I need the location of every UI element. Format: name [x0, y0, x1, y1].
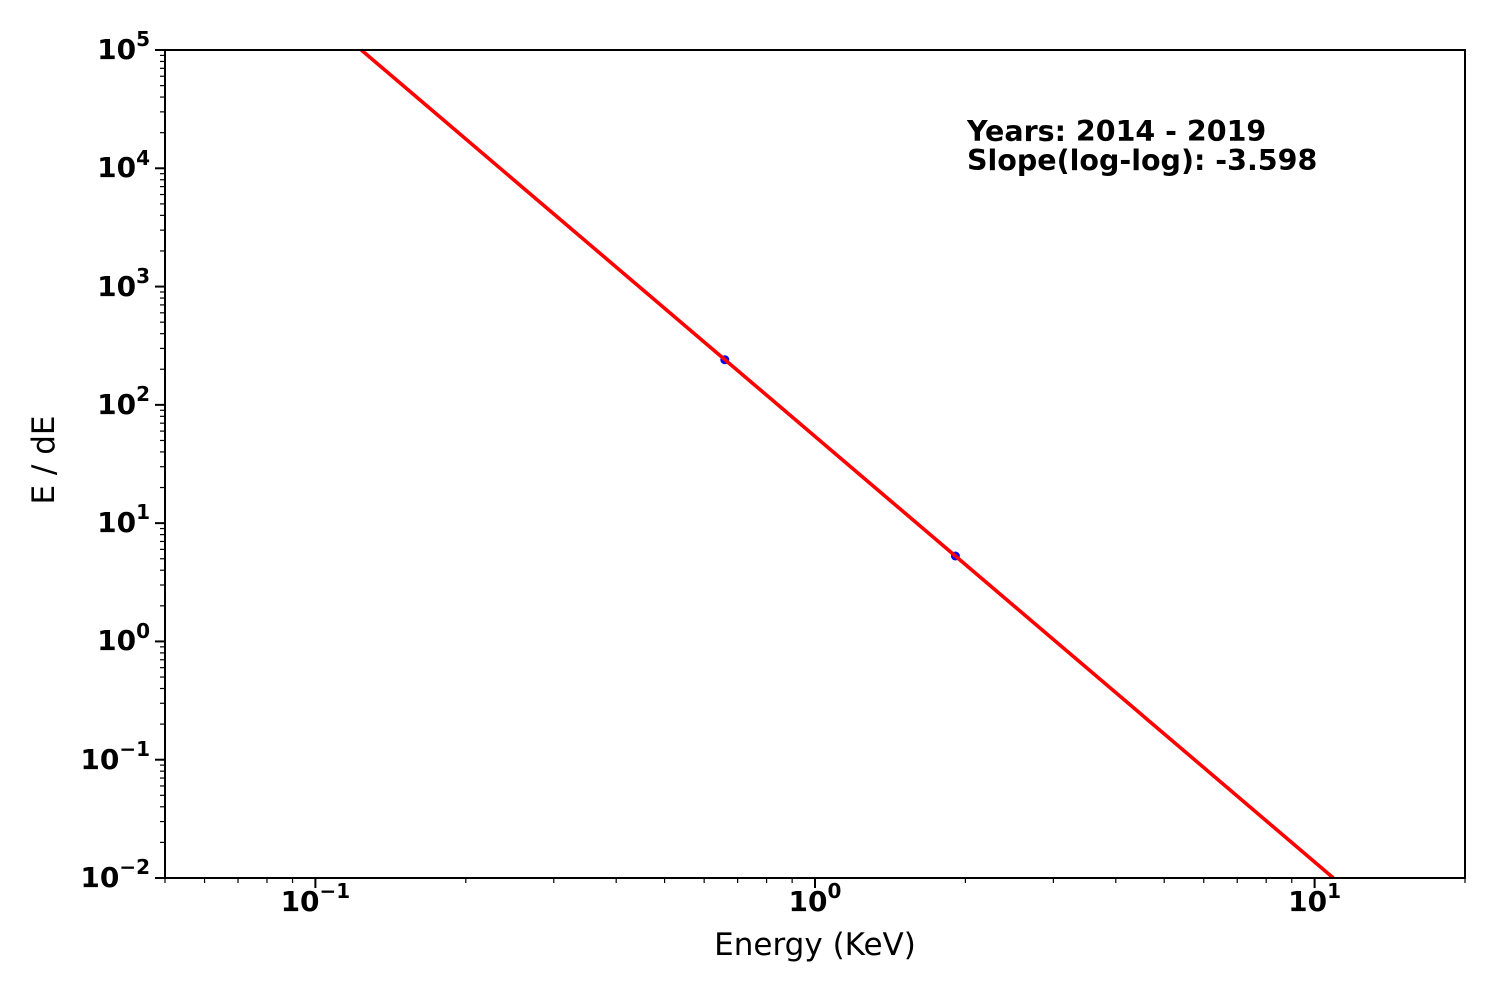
- y-tick-label: 101: [97, 500, 150, 540]
- x-tick-label: 101: [1288, 879, 1342, 918]
- y-axis-label: E / dE: [26, 415, 62, 505]
- x-tick-label: 10−1: [280, 879, 351, 918]
- annotation-years: Years: 2014 - 2019: [967, 115, 1267, 148]
- x-tick-label: 100: [788, 879, 842, 918]
- annotation-slope: Slope(log-log): -3.598: [967, 144, 1318, 177]
- y-tick-label: 100: [97, 618, 150, 658]
- y-tick-label: 105: [97, 27, 150, 66]
- y-tick-label: 10−2: [80, 855, 150, 894]
- y-tick-label: 104: [97, 145, 150, 185]
- y-tick-label: 102: [97, 382, 150, 421]
- annotation-box: Years: 2014 - 2019 Slope(log-log): -3.59…: [967, 117, 1317, 175]
- y-tick-label: 103: [97, 263, 150, 303]
- y-tick-label: 10−1: [80, 736, 150, 776]
- fit-line: [360, 48, 1335, 880]
- x-axis-label: Energy (KeV): [714, 927, 916, 963]
